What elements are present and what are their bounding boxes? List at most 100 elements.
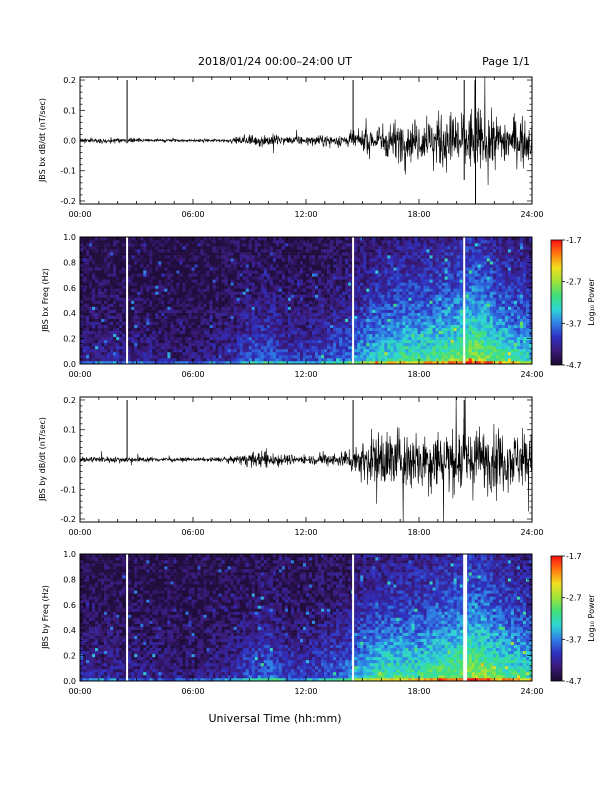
spectrogram-cell [372,327,376,332]
spectrogram-cell [146,267,150,271]
spectrogram-cell [360,255,364,259]
spectrogram-cell [275,279,280,283]
spectrogram-cell [239,249,244,253]
spectrogram-cell [378,273,382,277]
spectrogram-cell [143,324,147,329]
spectrogram-cell [345,354,349,359]
spectrogram-cell [372,351,376,356]
spectrogram-cell [134,261,138,265]
spectrogram-cell [405,345,409,350]
spectrogram-cell [302,297,307,301]
spectrogram-cell [215,264,219,268]
spectrogram-cell [306,246,310,250]
spectrogram-cell [80,339,84,344]
spectrogram-cell [384,264,388,268]
spectrogram-cell [197,306,201,310]
spectrogram-cell [417,318,421,322]
spectrogram-cell [360,357,364,362]
spectrogram-cell [242,327,247,332]
spectrogram-cell [191,306,195,310]
spectrogram-cell [281,348,286,353]
spectrogram-cell [257,306,262,310]
spectrogram-cell [83,264,87,268]
spectrogram-cell [251,312,256,316]
spectrogram-cell [348,327,352,332]
spectrogram-cell [167,288,171,292]
spectrogram-cell [164,321,168,325]
spectrogram-cell [215,357,219,362]
spectrogram-cell [80,270,84,274]
spectrogram-column [131,237,135,365]
spectrogram-cell [384,267,388,271]
spectrogram-cell [333,261,337,265]
spectrogram-cell [176,360,180,365]
spectrogram-cell [245,243,250,247]
spectrogram-cell [306,315,310,319]
spectrogram-cell [167,357,171,362]
spectrogram-cell [137,360,141,365]
spectrogram-cell [399,264,403,268]
spectrogram-cell [176,243,180,247]
spectrogram-cell [339,351,343,356]
spectrogram-cell [155,348,159,353]
spectrogram-cell [104,348,108,353]
spectrogram-cell [354,288,358,292]
spectrogram-cell [188,264,192,268]
spectrogram-cell [396,315,400,319]
spectrogram-cell [260,345,265,350]
spectrogram-cell [354,309,358,313]
spectrogram-cell [330,333,334,338]
spectrogram-cell [293,345,298,350]
spectrogram-cell [182,348,186,353]
spectrogram-cell [155,261,159,265]
spectrogram-cell [333,297,337,301]
spectrogram-cell [372,333,376,338]
spectrogram-cell [122,276,126,280]
spectrogram-cell [137,312,141,316]
spectrogram-cell [296,354,301,359]
spectrogram-column [197,237,201,365]
spectrogram-cell [309,249,313,253]
spectrogram-cell [369,330,373,335]
y-tick-label: 0.1 [63,106,76,115]
spectrogram-column [203,237,207,365]
spectrogram-cell [110,261,114,265]
spectrogram-cell [357,261,361,265]
spectrogram-cell [140,321,144,325]
spectrogram-cell [342,354,346,359]
spectrogram-cell [384,252,388,256]
spectrogram-cell [306,306,310,310]
spectrogram-cell [312,261,316,265]
spectrogram-cell [155,324,159,329]
spectrogram-cell [318,282,322,286]
spectrogram-cell [399,312,403,316]
spectrogram-cell [399,294,403,298]
spectrogram-cell [197,336,201,341]
spectrogram-cell [414,297,418,301]
spectrogram-cell [197,285,201,289]
spectrogram-cell [155,315,159,319]
spectrogram-cell [402,312,406,316]
spectrogram-cell [339,333,343,338]
spectrogram-cell [302,318,307,322]
spectrogram-column [366,237,370,365]
spectrogram-cell [155,297,159,301]
spectrogram-cell [134,297,138,301]
spectrogram-cell [221,345,225,350]
spectrogram-cell [378,288,382,292]
spectrogram-cell [218,312,222,316]
spectrogram-cell [224,351,228,356]
spectrogram-cell [152,291,156,295]
spectrogram-cell [399,339,403,344]
spectrogram-cell [284,315,289,319]
spectrogram-cell [372,261,376,265]
spectrogram-cell [221,348,225,353]
spectrogram-cell [221,294,225,298]
spectrogram-cell [89,288,93,292]
spectrogram-cell [366,291,370,295]
spectrogram-cell [336,342,340,347]
spectrogram-cell [417,279,421,283]
spectrogram-cell [158,258,162,262]
spectrogram-cell [134,288,138,292]
spectrogram-cell [260,330,265,335]
